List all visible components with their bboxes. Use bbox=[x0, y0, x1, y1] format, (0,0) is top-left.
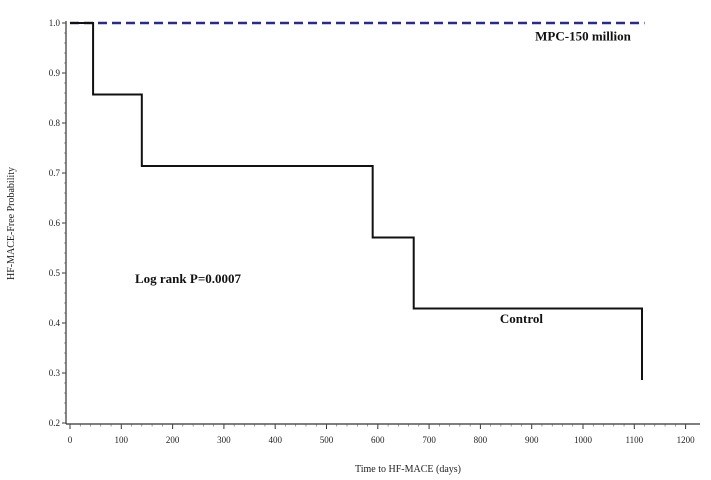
annotation-log-rank-p-0-0007: Log rank P=0.0007 bbox=[135, 271, 241, 286]
x-tick-label: 1200 bbox=[677, 435, 696, 445]
x-tick-label: 300 bbox=[217, 435, 231, 445]
x-tick-label: 1100 bbox=[625, 435, 643, 445]
y-tick-label: 1.0 bbox=[49, 18, 61, 28]
x-tick-label: 200 bbox=[166, 435, 180, 445]
y-tick-label: 0.3 bbox=[49, 368, 61, 378]
x-tick-label: 600 bbox=[371, 435, 385, 445]
y-tick-label: 0.4 bbox=[49, 318, 61, 328]
y-tick-label: 0.8 bbox=[49, 118, 61, 128]
x-tick-label: 0 bbox=[68, 435, 73, 445]
x-tick-label: 1000 bbox=[574, 435, 593, 445]
y-axis-label: HF-MACE-Free Probability bbox=[6, 167, 17, 280]
x-tick-label: 400 bbox=[268, 435, 282, 445]
x-tick-label: 100 bbox=[115, 435, 129, 445]
annotations-group: MPC-150 million Control Log rank P=0.0007 bbox=[135, 29, 632, 327]
y-tick-label: 0.7 bbox=[49, 168, 61, 178]
y-tick-label: 0.9 bbox=[49, 68, 61, 78]
x-tick-label: 800 bbox=[474, 435, 488, 445]
x-tick-label: 700 bbox=[422, 435, 436, 445]
annotation-mpc-150-million: MPC-150 million bbox=[535, 29, 631, 44]
axes: 0.2 0.3 0.4 0.5 0.6 0.7 0.8 0.9 1.0 0 100 200 300 400… bbox=[6, 18, 700, 475]
x-axis-label: Time to HF-MACE (days) bbox=[355, 464, 461, 475]
y-tick-label: 0.6 bbox=[49, 218, 61, 228]
y-tick-label: 0.5 bbox=[49, 268, 61, 278]
series-control-line bbox=[70, 22, 643, 380]
annotation-control: Control bbox=[500, 311, 543, 326]
x-tick-label: 900 bbox=[525, 435, 539, 445]
x-tick-label: 500 bbox=[320, 435, 334, 445]
y-tick-label: 0.2 bbox=[49, 418, 60, 428]
series-group bbox=[70, 21, 645, 380]
